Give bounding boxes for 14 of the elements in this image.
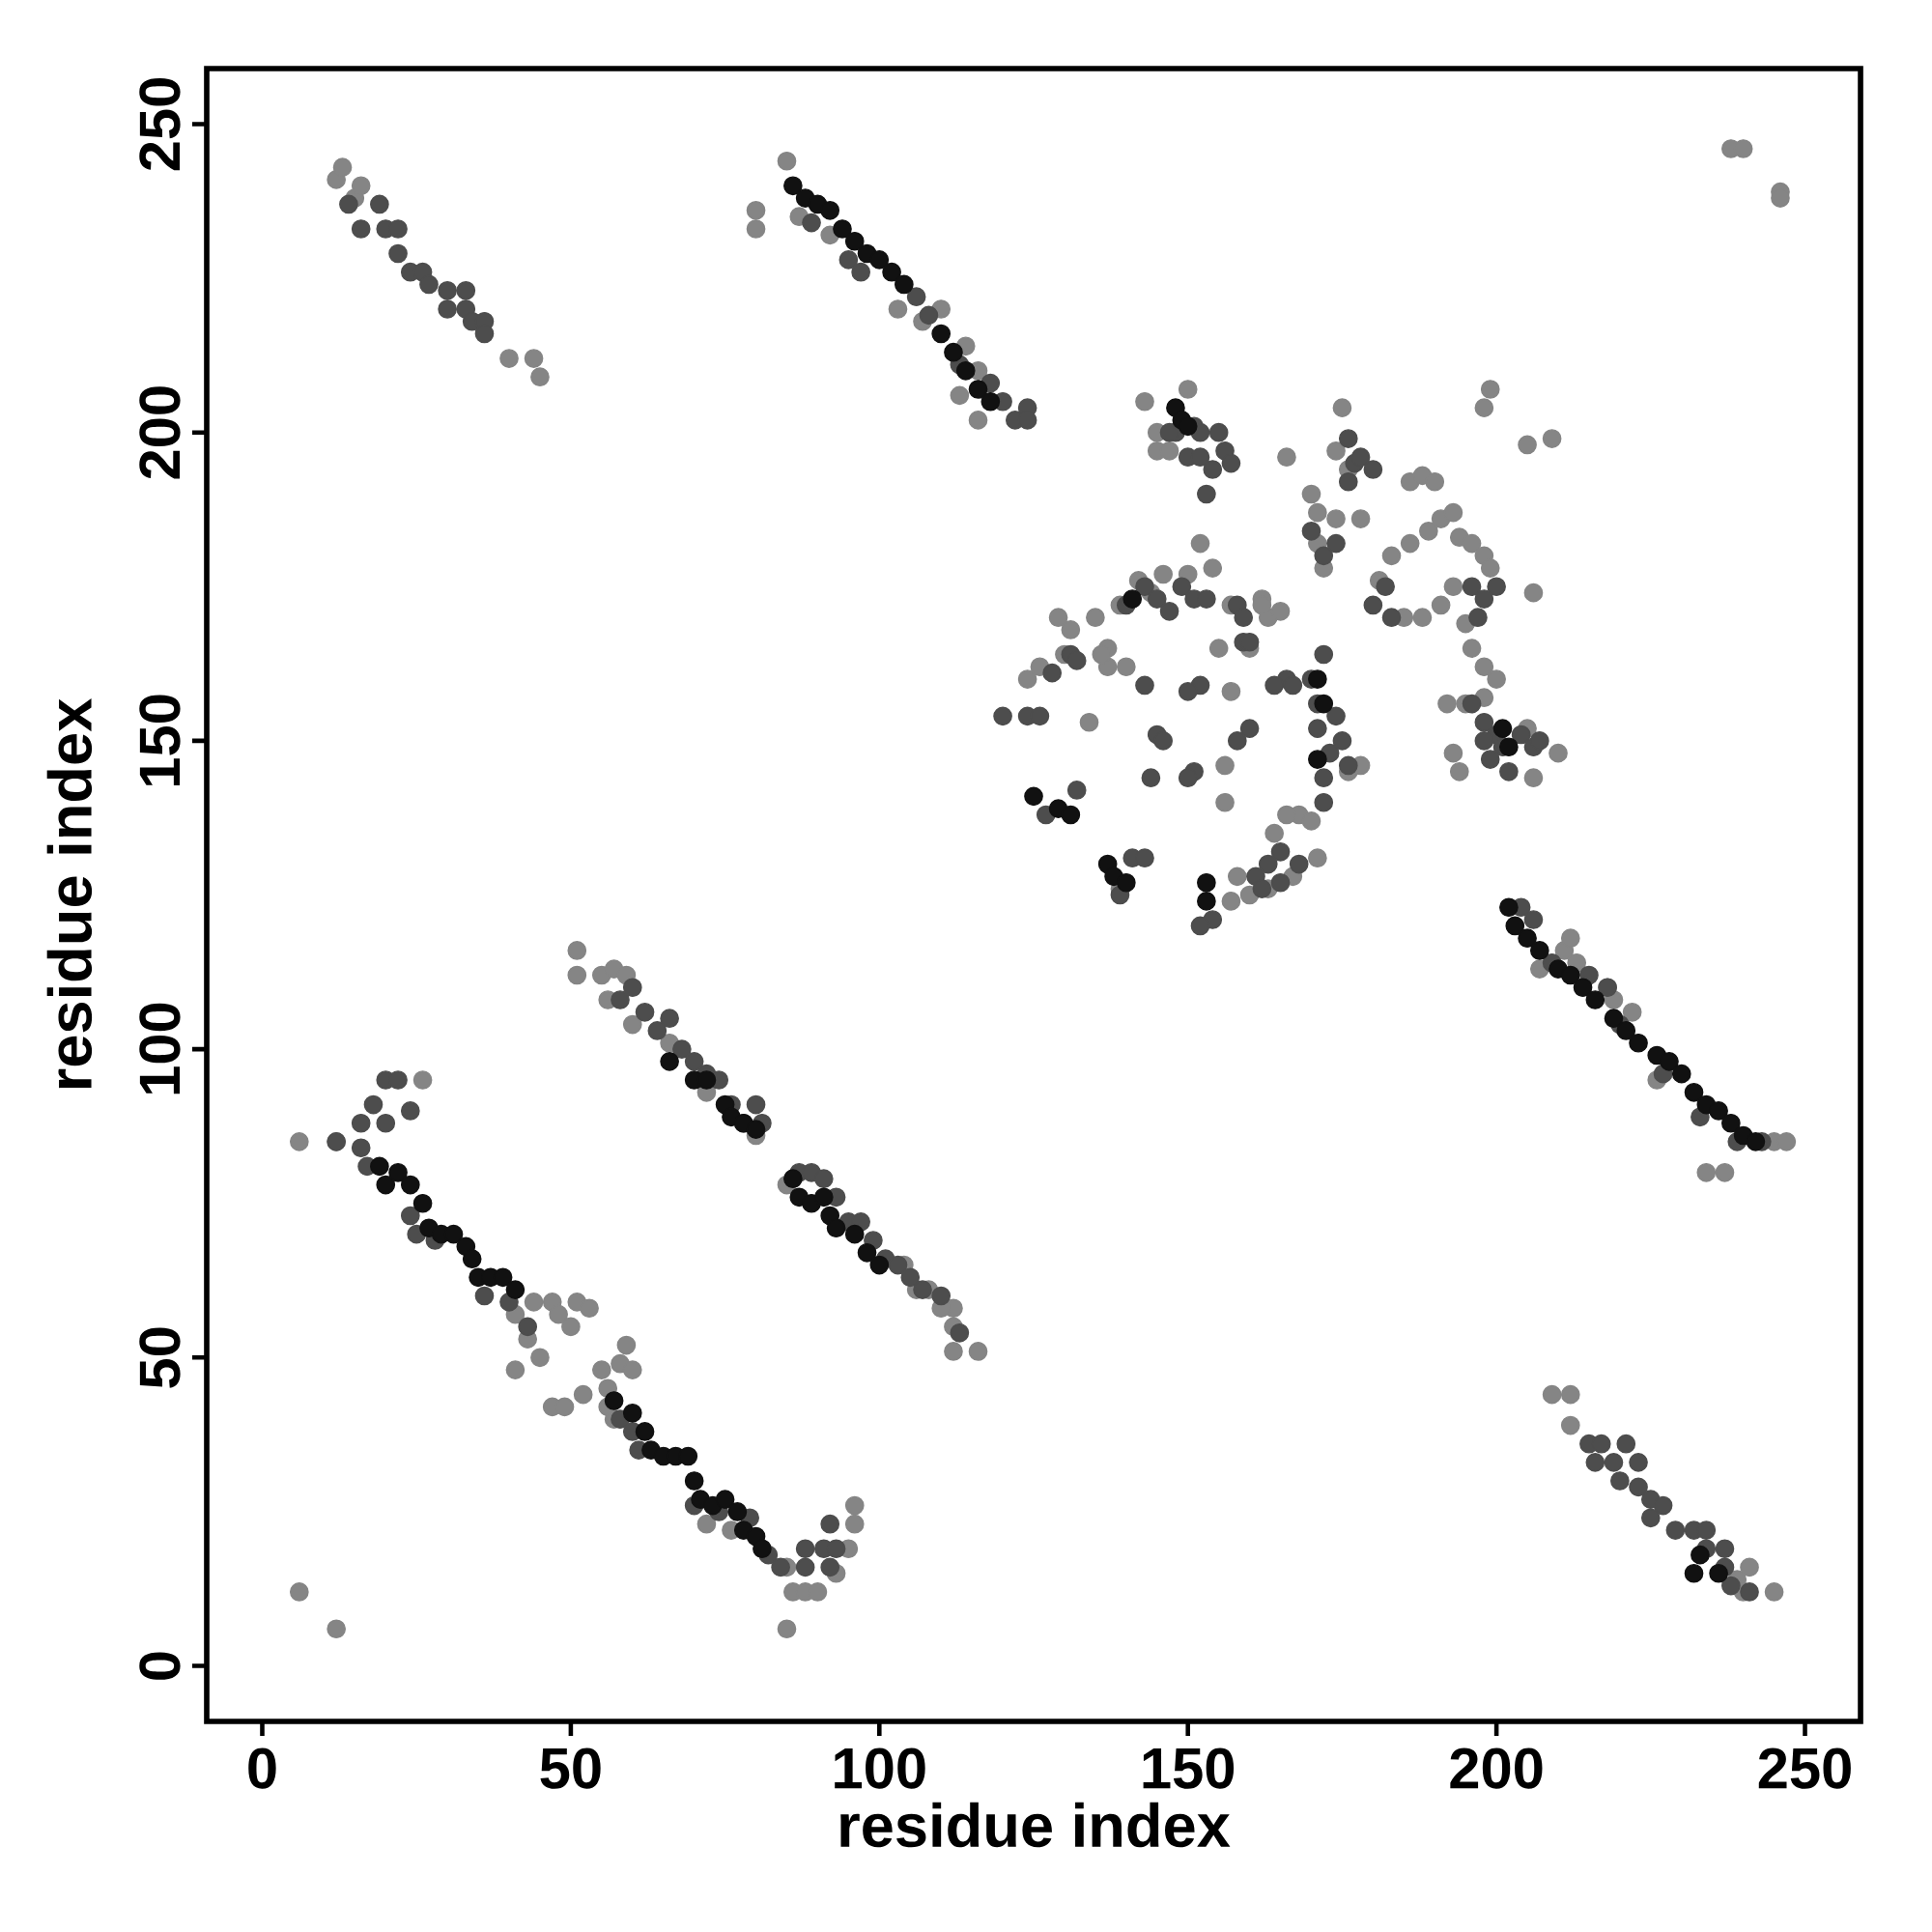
x-tick-label: 0 <box>248 1747 276 1789</box>
y-axis-title: residue index <box>46 698 93 1089</box>
y-tick-label: 200 <box>139 386 181 479</box>
x-tick-label: 100 <box>835 1747 925 1789</box>
x-tick-label: 50 <box>540 1747 601 1789</box>
y-tick-label: 150 <box>139 695 181 785</box>
y-tick-label: 50 <box>139 1327 181 1388</box>
x-axis-title: residue index <box>840 1802 1231 1848</box>
x-tick-label: 250 <box>1758 1747 1851 1789</box>
x-tick-label: 150 <box>1143 1747 1235 1789</box>
y-tick-label: 0 <box>139 1652 181 1680</box>
y-tick-label: 100 <box>139 1003 181 1094</box>
x-tick-label: 200 <box>1450 1747 1543 1789</box>
y-tick-label: 250 <box>139 78 181 171</box>
